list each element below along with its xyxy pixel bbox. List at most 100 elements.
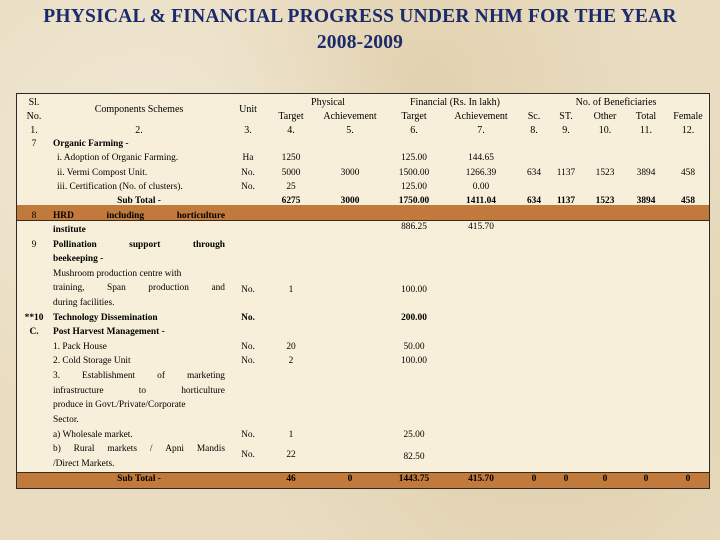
row-unit: No.	[241, 356, 255, 366]
row-fin-target: 50.00	[403, 342, 425, 352]
word: to	[138, 386, 147, 396]
row-unit: No.	[241, 313, 255, 323]
progress-table: Sl. Components Schemes Unit Physical Fin…	[16, 93, 710, 489]
col-num-9: 9.	[562, 125, 570, 136]
row-sc: 634	[526, 168, 542, 178]
header-st: ST.	[559, 111, 573, 122]
row-category: Post Harvest Management -	[53, 327, 165, 337]
word: HRD	[53, 211, 74, 221]
row-target: 5000	[281, 168, 301, 178]
word: Pollination	[53, 240, 97, 250]
subtotal-st: 1137	[556, 196, 576, 206]
word: Apni	[165, 444, 185, 454]
final-subtotal-fin-achievement: 415.70	[468, 474, 494, 484]
word: support	[129, 240, 161, 250]
row-fin-target: 100.00	[401, 356, 427, 366]
row-achievement: 3000	[340, 168, 360, 178]
final-subtotal-female: 0	[685, 474, 691, 484]
title-line-2: 2008-2009	[316, 32, 404, 53]
row-target: 25	[286, 182, 296, 192]
header-total: Total	[635, 111, 657, 122]
row-unit: No.	[241, 182, 255, 192]
final-subtotal-label: Sub Total -	[117, 474, 161, 484]
word: through	[192, 240, 225, 250]
row-label: 1. Pack House	[53, 342, 107, 352]
row-unit: No.	[241, 168, 255, 178]
word: and	[211, 283, 225, 293]
row-label-cont: /Direct Markets.	[53, 459, 115, 469]
col-num-11: 11.	[639, 125, 653, 136]
row-other: 1523	[595, 168, 615, 178]
col-num-10: 10.	[598, 125, 612, 136]
word: of	[157, 371, 165, 381]
header-fin-achievement: Achievement	[454, 111, 508, 122]
col-num-3: 3.	[244, 125, 252, 136]
subtotal-sc: 634	[526, 196, 542, 206]
final-subtotal-st: 0	[563, 474, 569, 484]
word: training,	[53, 283, 85, 293]
word: Mandis	[196, 444, 225, 454]
row-female: 458	[680, 168, 696, 178]
col-num-12: 12.	[681, 125, 695, 136]
row-category-cont: beekeeping -	[53, 254, 104, 264]
header-unit: Unit	[239, 104, 257, 115]
final-subtotal-band	[17, 473, 709, 488]
row-fin-target: 200.00	[401, 313, 427, 323]
row-fin-target: 125.00	[401, 182, 427, 192]
row-sl: 9	[31, 240, 37, 250]
row-label-cont: Sector.	[53, 415, 79, 425]
col-num-2: 2.	[135, 125, 143, 136]
divider	[17, 220, 709, 221]
row-category: Pollination support through	[53, 240, 225, 252]
word: including	[106, 211, 145, 221]
row-category: Technology Dissemination	[53, 313, 158, 323]
subtotal-female: 458	[680, 196, 696, 206]
row-category: Organic Farming -	[53, 139, 129, 149]
word: production	[148, 283, 189, 293]
row-label-cont: during facilities.	[53, 298, 115, 308]
header-target: Target	[278, 111, 304, 122]
final-subtotal-target: 46	[286, 474, 296, 484]
row-fin-achievement: 415.70	[468, 222, 494, 232]
header-physical: Physical	[311, 97, 345, 108]
row-label-cont: infrastructure to horticulture	[53, 386, 225, 398]
header-female: Female	[673, 111, 703, 122]
col-num-1: 1.	[30, 125, 38, 136]
subtotal-label: Sub Total -	[117, 196, 161, 206]
header-fin-target: Target	[401, 111, 427, 122]
row-fin-achievement: 144.65	[468, 153, 494, 163]
header-no: No.	[26, 111, 42, 122]
row-label-cont: training, Span production and	[53, 283, 225, 295]
header-sl: Sl.	[28, 97, 40, 108]
word: horticulture	[176, 211, 225, 221]
row-fin-target: 886.25	[401, 222, 427, 232]
row-label-cont: produce in Govt./Private/Corporate	[53, 400, 186, 410]
header-sc: Sc.	[527, 111, 541, 122]
word: Span	[107, 283, 126, 293]
subtotal-target: 6275	[281, 196, 301, 206]
row-label: b) Rural markets / Apni Mandis	[53, 444, 225, 456]
row-category-cont: institute	[53, 225, 86, 235]
row-label: a) Wholesale market.	[53, 430, 133, 440]
row-label: i. Adoption of Organic Farming.	[57, 153, 179, 163]
row-total: 3894	[636, 168, 656, 178]
row-fin-target: 1500.00	[398, 168, 430, 178]
row-unit: Ha	[242, 153, 254, 163]
row-fin-target: 82.50	[403, 452, 425, 462]
page-title: PHYSICAL & FINANCIAL PROGRESS UNDER NHM …	[0, 4, 720, 56]
row-label: 3. Establishment of marketing	[53, 371, 225, 383]
row-category: HRD including horticulture	[53, 211, 225, 223]
subtotal-achievement: 3000	[340, 196, 360, 206]
col-num-7: 7.	[477, 125, 485, 136]
header-financial: Financial (Rs. In lakh)	[410, 97, 500, 108]
divider	[17, 472, 709, 473]
word: b)	[53, 444, 61, 454]
final-subtotal-achievement: 0	[347, 474, 353, 484]
final-subtotal-other: 0	[602, 474, 608, 484]
row-sl: 8	[31, 211, 37, 221]
row-sl: **10	[24, 313, 44, 323]
row-target: 22	[286, 450, 296, 460]
header-components: Components Schemes	[94, 104, 184, 115]
row-fin-target: 100.00	[401, 285, 427, 295]
row-label: ii. Vermi Compost Unit.	[57, 168, 148, 178]
